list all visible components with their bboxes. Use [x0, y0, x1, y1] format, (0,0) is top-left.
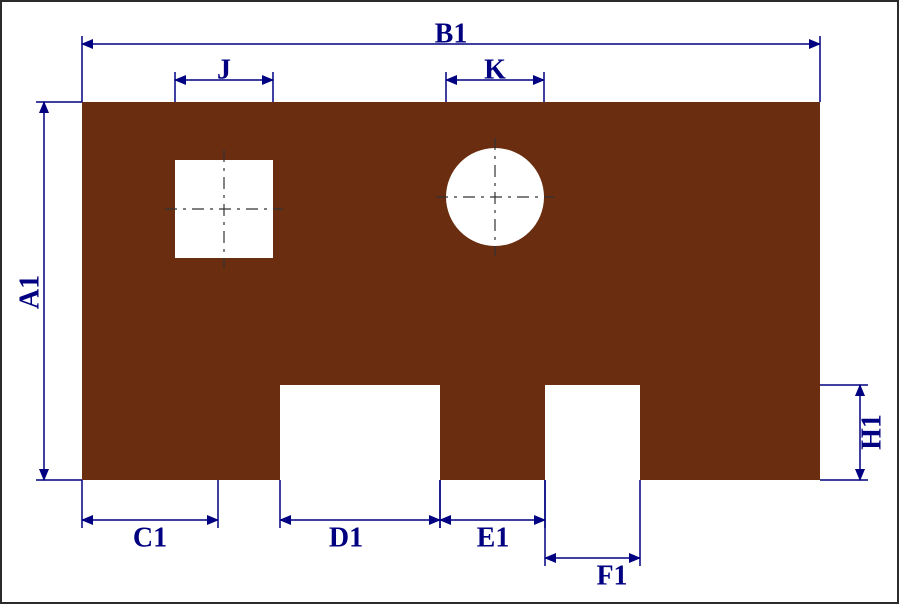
part-outline — [82, 102, 820, 480]
dim-label-C1: C1 — [133, 522, 167, 553]
dim-label-K: K — [484, 54, 506, 85]
dim-label-F1: F1 — [596, 560, 627, 591]
dim-label-E1: E1 — [477, 522, 510, 553]
dim-label-B1: B1 — [435, 18, 468, 49]
engineering-drawing: B1 J K A1 H1 C1 D1 E1 F1 — [0, 0, 899, 604]
dim-label-D1: D1 — [329, 522, 363, 553]
dim-label-A1: A1 — [14, 275, 45, 309]
dim-label-J: J — [217, 54, 231, 85]
dim-label-H1: H1 — [856, 414, 887, 450]
